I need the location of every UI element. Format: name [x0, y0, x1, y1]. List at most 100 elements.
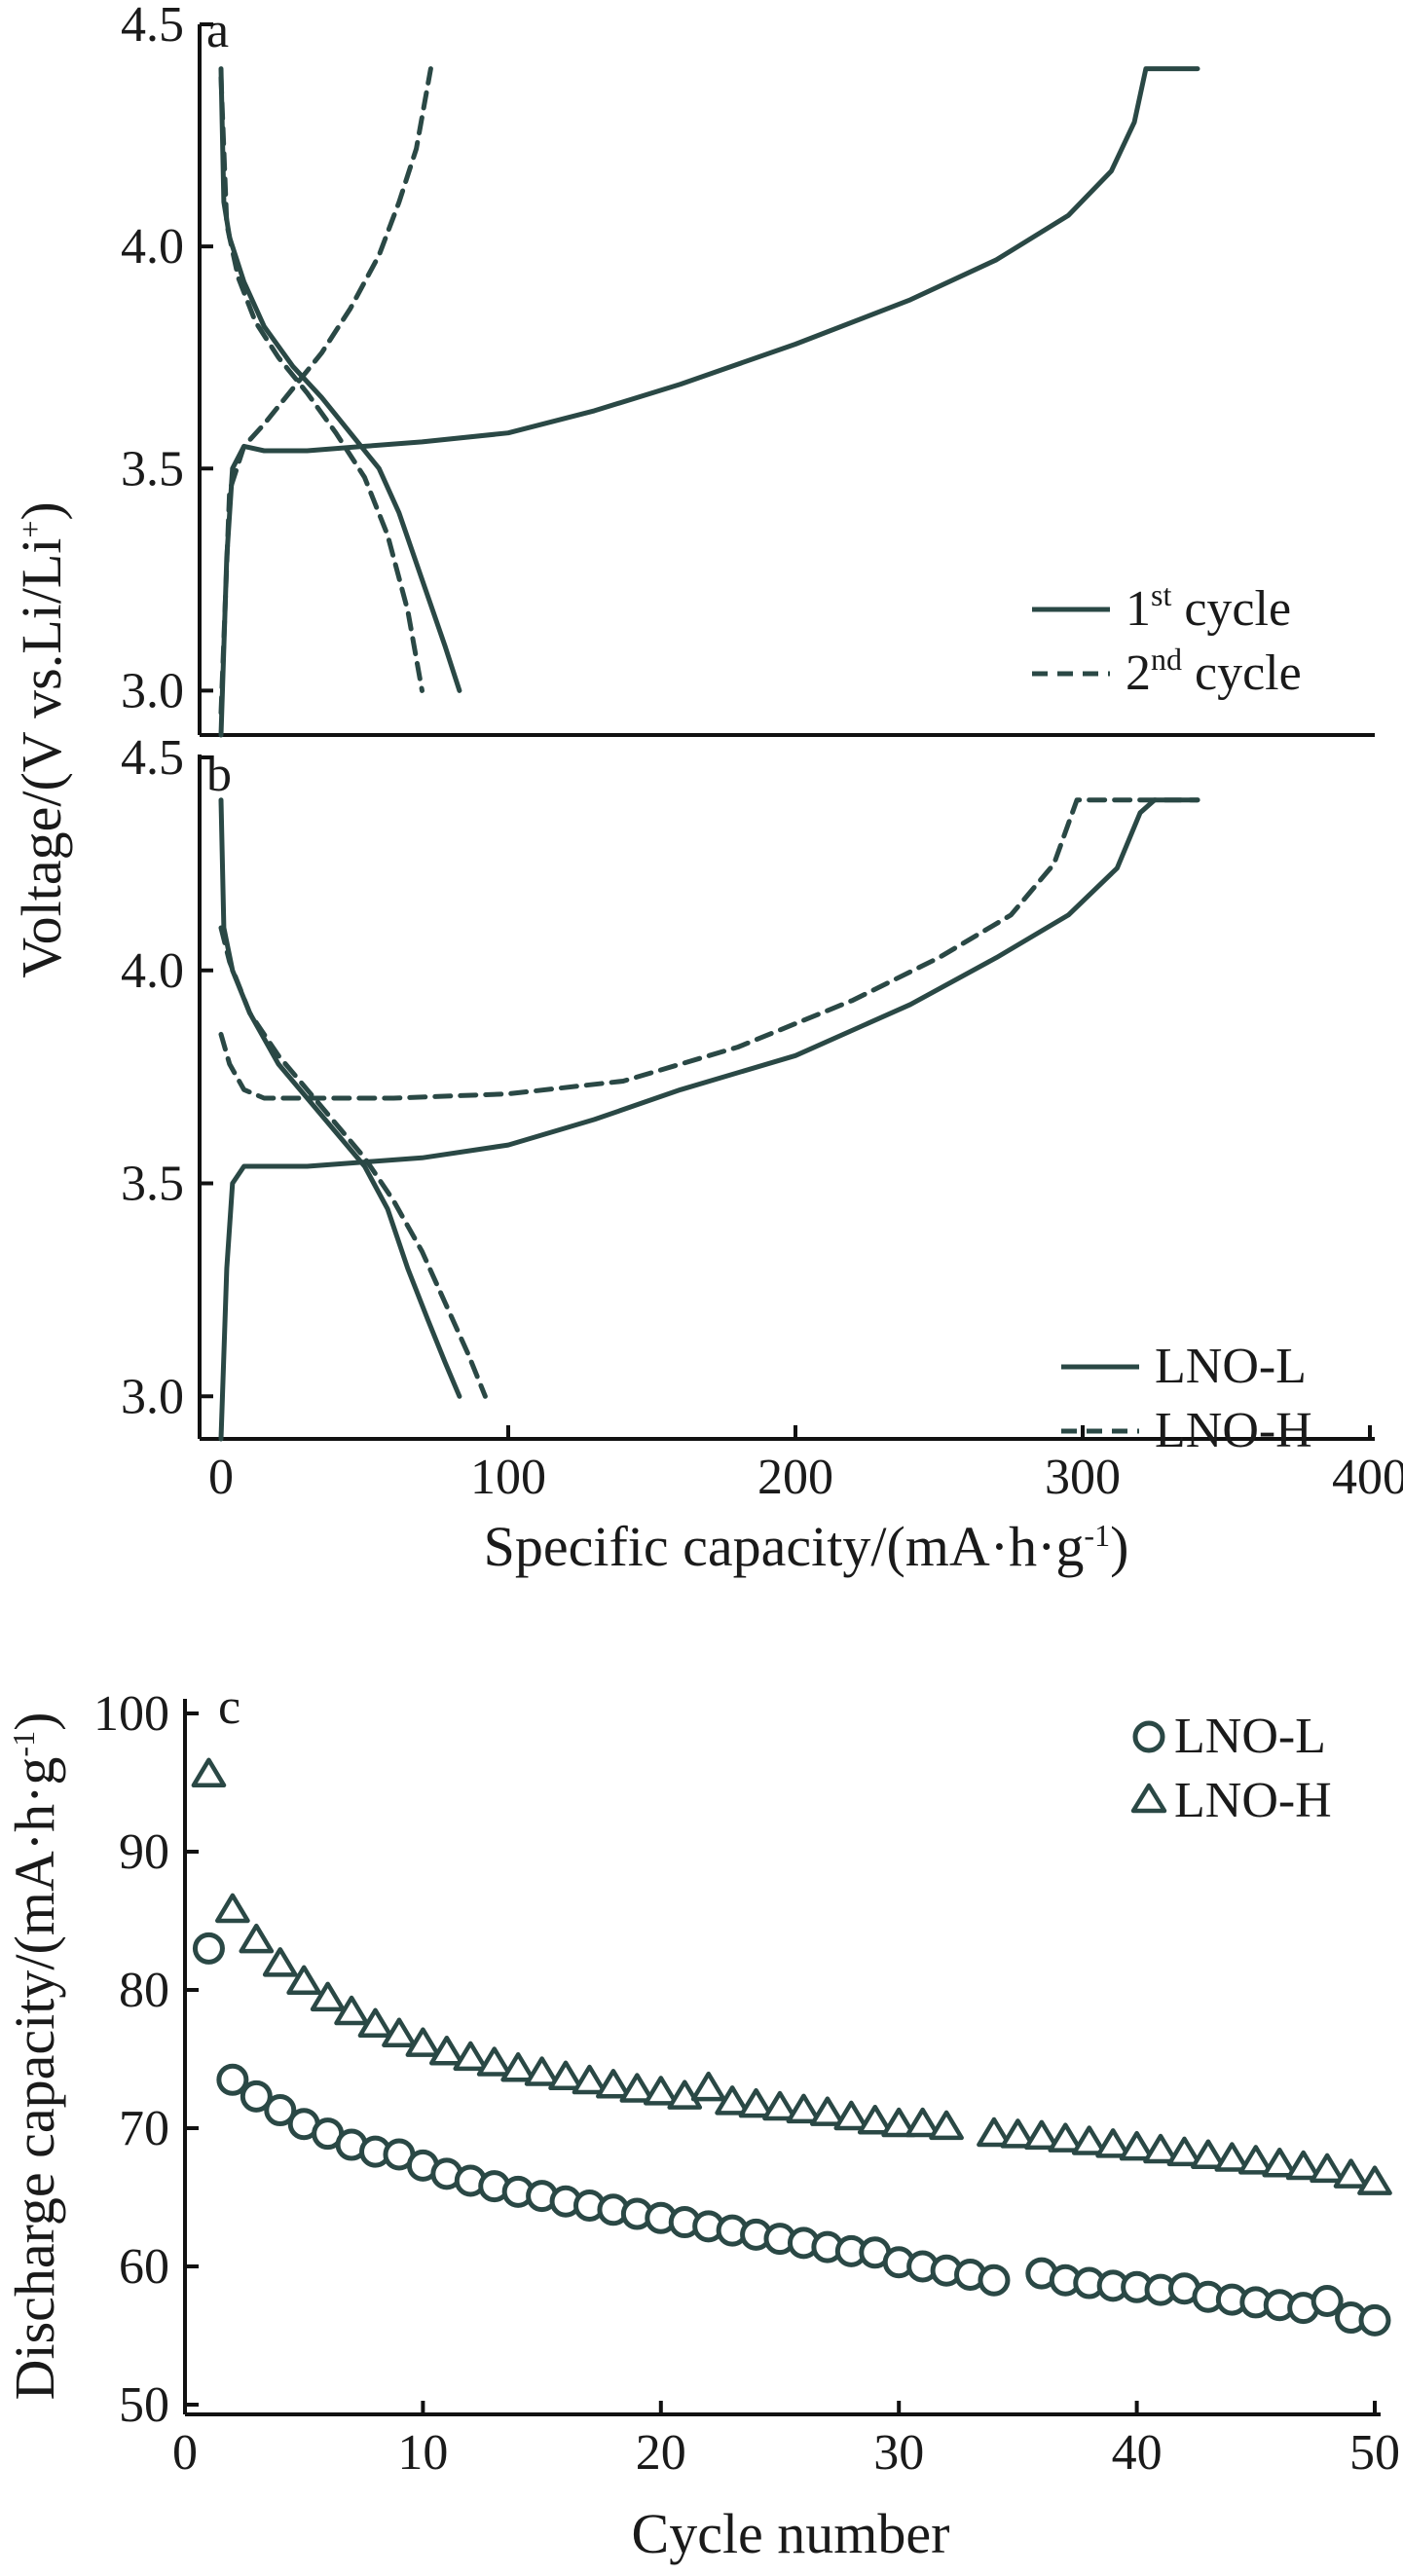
lno-h-point	[239, 1923, 275, 1954]
panel-c-y-tick-label: 80	[119, 1963, 169, 2018]
lno-h-point	[524, 2056, 560, 2086]
cycle-number-axis-label: Cycle number	[632, 2502, 950, 2565]
panel-b-x-tick-label: 100	[470, 1450, 546, 1505]
panel-b-y-tick-label: 3.0	[121, 1369, 184, 1424]
lno-h-point	[1143, 2133, 1178, 2164]
lno-h-point	[881, 2107, 917, 2138]
lno-h-point	[1285, 2150, 1321, 2181]
lno-h-point	[977, 2116, 1012, 2148]
panel-c-legend-marker	[1130, 1783, 1167, 1814]
lno-h-point	[619, 2073, 655, 2103]
lno-h-point	[1071, 2125, 1107, 2155]
panel-b-y-tick-label: 4.5	[121, 730, 184, 786]
lno-h-point	[428, 2035, 464, 2066]
lno-h-point	[1166, 2136, 1202, 2167]
panel-c-y-tick-label: 70	[119, 2101, 169, 2156]
panel-a-y-tick-label: 3.5	[121, 441, 184, 497]
panel-b-series-line-4	[218, 925, 488, 1399]
panel-b-series-line-3	[218, 797, 1200, 1101]
lno-h-point	[1023, 2119, 1059, 2151]
lno-l-point	[1358, 2303, 1391, 2337]
panel-b-letter: b	[206, 747, 232, 802]
lno-h-point	[191, 1757, 227, 1788]
lno-h-point	[1095, 2128, 1131, 2158]
panel-c-legend-marker	[1132, 1720, 1165, 1753]
panel-a-legend-label: 2nd cycle	[1126, 642, 1302, 701]
lno-h-point	[310, 1981, 346, 2012]
lno-h-point	[286, 1965, 322, 1996]
panel-c-legend-label: LNO-H	[1174, 1773, 1332, 1828]
panel-c-x-tick-label: 40	[1112, 2425, 1163, 2481]
panel-c-y-tick-label: 50	[119, 2377, 169, 2433]
panel-b-series-line-2	[218, 797, 462, 1399]
lno-h-point	[453, 2041, 489, 2072]
panel-c-legend-label: LNO-L	[1174, 1709, 1326, 1764]
panel-b-x-tick-label: 200	[757, 1450, 833, 1505]
panel-c-x-tick-label: 0	[172, 2425, 198, 2481]
lno-h-point	[334, 1995, 369, 2026]
panel-a-y-tick-label: 3.0	[121, 663, 184, 718]
lno-l-point	[240, 2079, 273, 2113]
panel-c-legend: LNO-L LNO-H	[1130, 1709, 1332, 1828]
specific-capacity-axis-label: Specific capacity/(mA·h·g-1)	[484, 1515, 1129, 1578]
panel-a-series-line-1	[218, 66, 1200, 738]
panel-c-y-tick-label: 60	[119, 2239, 169, 2295]
lno-h-point	[1333, 2158, 1369, 2189]
panel-a-y-tick-label: 4.5	[121, 0, 184, 53]
panel-c-x-tick-label: 20	[636, 2425, 686, 2481]
panel-b-voltage-profile: b 3.0 3.5 4.0 4.5 0 100 200 300 400 LNO-L LNO-H	[121, 730, 1403, 1505]
lno-h-point	[1119, 2130, 1155, 2161]
lno-l-point	[192, 1932, 225, 1965]
lno-h-point	[1262, 2147, 1298, 2178]
lno-h-point	[643, 2076, 679, 2106]
lno-h-point	[1048, 2122, 1084, 2153]
lno-h-point	[500, 2051, 536, 2082]
lno-l-point	[1311, 2285, 1344, 2317]
panel-b-y-tick-label: 3.5	[121, 1157, 184, 1212]
lno-h-point	[357, 2007, 393, 2039]
lno-h-point	[738, 2087, 774, 2118]
lno-h-point	[690, 2071, 726, 2102]
panel-b-legend: LNO-L LNO-H	[1061, 1339, 1312, 1458]
panel-c-y-tick-label: 90	[119, 1824, 169, 1880]
lno-h-point	[762, 2090, 797, 2121]
panel-a-series-line-2	[218, 66, 462, 693]
lno-h-point	[786, 2093, 822, 2124]
lno-h-point	[215, 1893, 250, 1924]
lno-h-point	[1310, 2153, 1345, 2184]
panel-a-series-line-4	[218, 75, 425, 693]
panel-b-series-line-1	[218, 797, 1200, 1442]
panel-c-letter: c	[218, 1679, 240, 1735]
panel-c-x-tick-label: 50	[1349, 2425, 1400, 2481]
lno-h-point	[715, 2085, 750, 2116]
lno-h-point	[262, 1947, 298, 1977]
lno-h-point	[405, 2027, 441, 2057]
lno-h-point	[1237, 2145, 1274, 2175]
lno-h-point	[1357, 2165, 1392, 2195]
panel-c-cycling: c 50 60 70 80 90 100 0 10 20 30 40 50 LNO-L LNO-H	[93, 1679, 1400, 2481]
lno-h-point	[476, 2046, 512, 2077]
lno-h-point	[929, 2110, 964, 2141]
lno-h-point	[833, 2100, 869, 2131]
lno-l-point	[264, 2094, 297, 2127]
lno-h-point	[667, 2079, 703, 2110]
lno-h-point	[905, 2107, 941, 2138]
panel-a-series-line-3	[218, 66, 433, 716]
lno-l-point	[978, 2263, 1011, 2297]
panel-a-y-tick-label: 4.0	[121, 219, 184, 275]
voltage-axis-label: Voltage/(V vs.Li/Li+)	[10, 501, 73, 978]
lno-l-point	[216, 2063, 249, 2096]
lno-h-point	[810, 2096, 845, 2126]
panel-a-letter: a	[206, 3, 229, 58]
lno-h-point	[1191, 2139, 1226, 2169]
panel-b-x-tick-label: 0	[208, 1450, 234, 1505]
panel-b-legend-label: LNO-L	[1155, 1339, 1307, 1394]
lno-h-point	[382, 2017, 417, 2047]
lno-h-point	[1000, 2118, 1036, 2149]
panel-b-y-tick-label: 4.0	[121, 943, 184, 999]
discharge-capacity-axis-label: Discharge capacity/(mA·h·g-1)	[3, 1712, 66, 2401]
panel-c-x-tick-label: 10	[397, 2425, 448, 2481]
lno-h-point	[857, 2104, 893, 2135]
